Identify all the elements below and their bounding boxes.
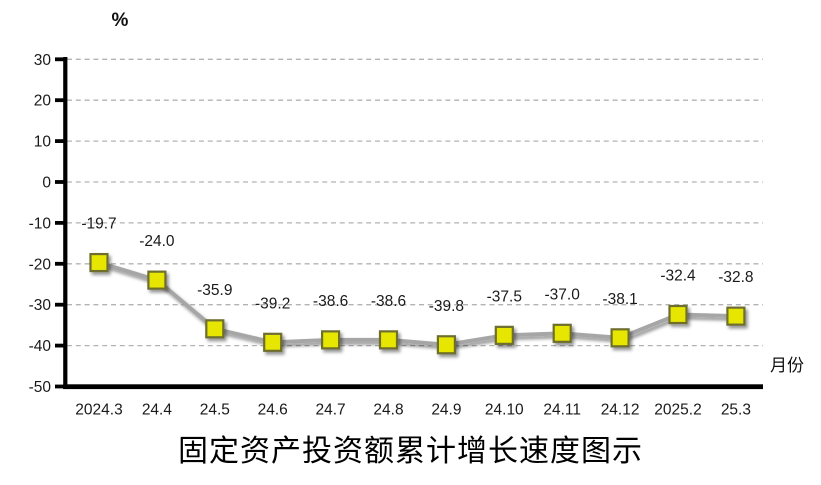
y-tick-label: 30 xyxy=(34,52,52,69)
data-series xyxy=(89,252,746,355)
x-tick-label: 24.7 xyxy=(316,402,346,419)
chart-title: 固定资产投资额累计增长速度图示 xyxy=(178,435,643,468)
data-point-marker xyxy=(668,304,688,325)
x-axis-line xyxy=(63,384,763,390)
x-tick-label: 24.9 xyxy=(431,402,461,419)
data-point-label: -32.8 xyxy=(718,269,753,286)
y-axis-tick xyxy=(55,220,66,225)
gridlines xyxy=(67,58,763,347)
y-tick-label: 0 xyxy=(42,174,51,191)
data-point-marker xyxy=(552,323,572,343)
y-tick-label: -20 xyxy=(29,256,52,273)
data-point-label: -24.0 xyxy=(139,233,175,250)
y-tick-label: 10 xyxy=(34,134,52,151)
x-tick-label: 24.10 xyxy=(485,402,524,419)
y-tick-label: -30 xyxy=(29,297,52,314)
y-axis-line xyxy=(63,57,68,389)
data-point-label: -38.6 xyxy=(313,293,348,310)
data-point-label: -39.2 xyxy=(255,295,290,312)
x-axis-title: 月份 xyxy=(770,356,804,375)
y-axis-tick xyxy=(55,343,66,348)
data-point-marker xyxy=(436,335,456,355)
data-point-label: -37.5 xyxy=(487,288,522,305)
data-point-label: -32.4 xyxy=(660,268,696,285)
x-tick-label: 24.4 xyxy=(142,402,173,419)
data-point-marker xyxy=(147,270,167,290)
x-tick-label: 24.12 xyxy=(601,402,640,419)
y-axis-unit-label: % xyxy=(111,10,129,31)
data-point-label: -38.1 xyxy=(602,291,637,308)
data-point-marker xyxy=(610,328,630,348)
data-point-label: -35.9 xyxy=(197,282,232,299)
y-axis-tick xyxy=(55,98,66,103)
data-point-label: -37.0 xyxy=(545,286,581,303)
data-point-marker xyxy=(321,330,341,350)
x-tick-label: 24.5 xyxy=(200,402,230,419)
data-point-label: -39.8 xyxy=(429,298,464,315)
y-axis-tick xyxy=(55,302,66,307)
x-tick-label: 24.8 xyxy=(373,402,403,419)
y-axis-tick xyxy=(55,139,66,143)
data-point-marker xyxy=(263,332,283,352)
x-tick-label: 25.3 xyxy=(721,402,751,419)
y-axis-tick xyxy=(55,57,66,62)
y-tick-label: -50 xyxy=(29,379,52,396)
data-point-marker xyxy=(726,306,746,326)
data-point-label: -38.6 xyxy=(371,293,406,310)
x-tick-label: 2024.3 xyxy=(75,402,122,419)
axes: 30 20 10 0 -10 -20 -30 -40 -50 xyxy=(29,52,763,396)
y-axis-tick xyxy=(55,261,66,266)
data-point-marker xyxy=(494,325,514,345)
series-line xyxy=(97,260,738,347)
y-axis-tick xyxy=(55,384,66,389)
y-tick-label: -40 xyxy=(29,338,52,355)
data-point-label: -19.7 xyxy=(81,216,116,233)
data-point-marker xyxy=(89,252,109,273)
data-point-marker xyxy=(205,319,225,339)
y-tick-label: -10 xyxy=(29,215,52,232)
data-point-marker xyxy=(378,330,399,350)
y-axis-tick xyxy=(55,180,66,184)
x-tick-label: 2025.2 xyxy=(654,402,701,419)
y-tick-label: 20 xyxy=(34,93,52,110)
x-tick-label: 24.11 xyxy=(543,402,581,419)
x-tick-label: 24.6 xyxy=(258,402,288,419)
data-labels: -19.7 2024.3 -24.0 24.4 -35.9 24.5 -39.2 24.6 -3… xyxy=(75,216,753,419)
